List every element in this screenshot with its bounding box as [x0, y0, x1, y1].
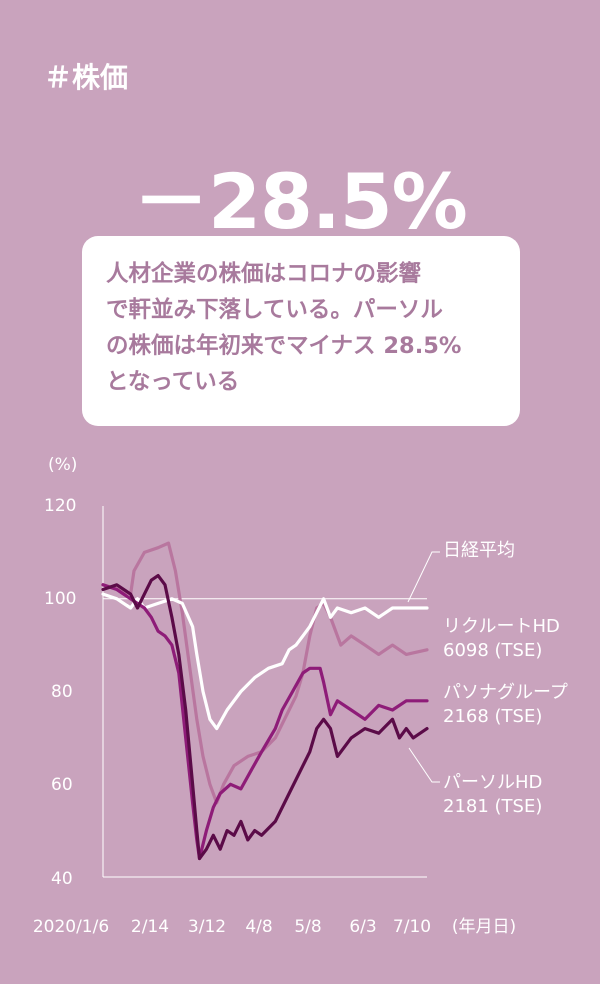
callout-line: で軒並み下落している。パーソル	[106, 297, 443, 323]
callout-line: の株価は年初来でマイナス 28.5%	[106, 333, 462, 359]
x-tick-label: 7/10	[393, 917, 431, 937]
series-code-label: 2168 (TSE)	[443, 706, 542, 727]
x-tick-label: 3/12	[188, 917, 226, 937]
y-tick-label: 80	[51, 682, 73, 702]
series-label: 日経平均	[443, 540, 515, 561]
callout-box: 人材企業の株価はコロナの影響 で軒並み下落している。パーソル の株価は年初来でマ…	[82, 236, 520, 426]
callout-line: となっている	[106, 369, 240, 395]
series-label: パソナグループ	[443, 682, 568, 703]
series-label: パーソルHD	[443, 772, 542, 793]
x-tick-label: 4/8	[245, 917, 272, 937]
x-tick-label: 6/3	[349, 917, 376, 937]
callout-line: 人材企業の株価はコロナの影響	[106, 261, 422, 287]
x-tick-label: 5/8	[294, 917, 321, 937]
label-leader-line	[407, 551, 440, 603]
x-tick-label: 2/14	[131, 917, 169, 937]
series-line	[101, 541, 429, 805]
series-code-label: 2181 (TSE)	[443, 796, 542, 817]
series-line	[101, 573, 429, 861]
headline-value: －28.5%	[133, 157, 468, 246]
y-tick-label: 60	[51, 775, 73, 795]
section-tag: ＃株価	[44, 61, 129, 94]
series-label: リクルートHD	[443, 616, 560, 637]
y-axis-label: (%)	[48, 455, 77, 475]
series-code-label: 6098 (TSE)	[443, 640, 542, 661]
y-tick-label: 40	[51, 869, 73, 889]
x-tick-label: 2020/1/6	[33, 917, 109, 937]
y-tick-label: 100	[44, 589, 76, 609]
label-leader-line	[408, 747, 440, 783]
x-axis-unit: (年月日)	[452, 917, 516, 937]
series-line	[101, 583, 429, 861]
y-tick-label: 120	[44, 496, 76, 516]
series-line	[101, 592, 429, 731]
